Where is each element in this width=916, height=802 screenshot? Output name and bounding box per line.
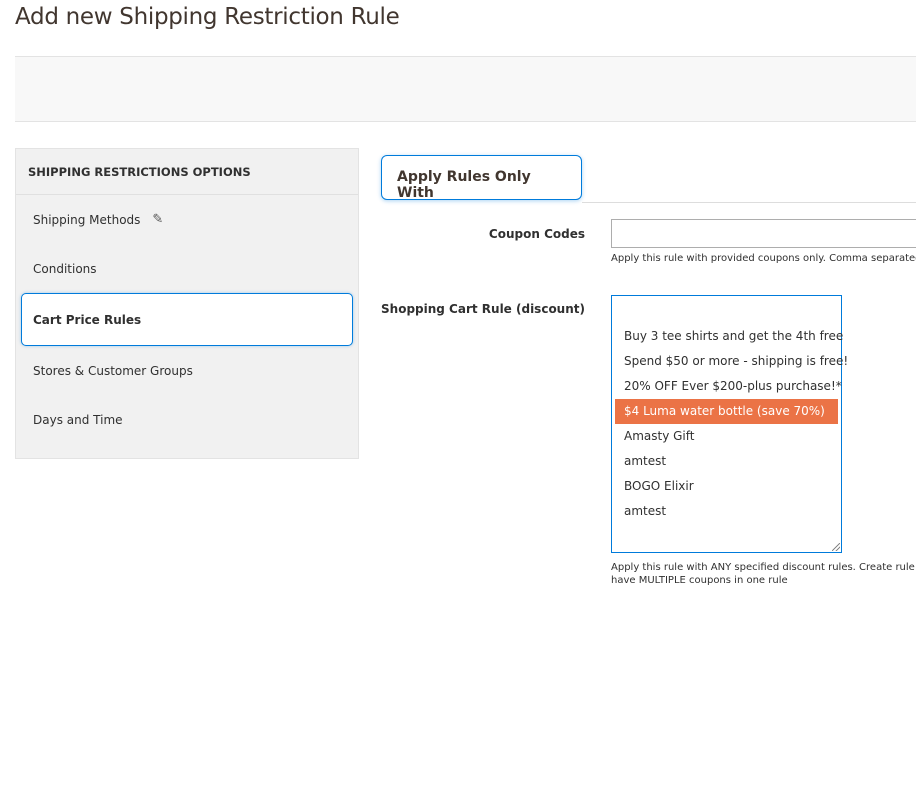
sidebar-item-stores-customer-groups[interactable]: Stores & Customer Groups xyxy=(16,346,358,395)
sidebar-item-label: Cart Price Rules xyxy=(33,312,142,327)
note-line: have MULTIPLE coupons in one rule xyxy=(611,575,788,586)
shopping-cart-rule-note: Apply this rule with ANY specified disco… xyxy=(611,561,916,587)
pencil-icon: ✎ xyxy=(152,212,164,227)
page-actions-bar xyxy=(15,56,916,122)
tab-apply-rules-only-with[interactable]: Apply Rules Only With xyxy=(381,155,582,201)
select-option[interactable]: BOGO Elixir xyxy=(624,479,694,493)
sidebar-item-label: Shipping Methods xyxy=(33,212,141,227)
select-option[interactable]: amtest xyxy=(624,454,667,468)
select-option[interactable]: Amasty Gift xyxy=(624,429,695,443)
select-option[interactable]: $4 Luma water bottle (save 70%) xyxy=(615,399,838,424)
sidebar-item-label: Days and Time xyxy=(33,412,123,427)
tab-divider xyxy=(582,202,916,203)
resize-handle[interactable] xyxy=(832,543,840,551)
sidebar-item-cart-price-rules[interactable]: Cart Price Rules xyxy=(21,293,353,346)
sidebar-item-label: Stores & Customer Groups xyxy=(33,363,193,378)
shopping-cart-rule-multiselect[interactable]: Buy 3 tee shirts and get the 4th free Spe… xyxy=(611,295,849,553)
coupon-codes-note: Apply this rule with provided coupons on… xyxy=(611,253,916,264)
coupon-codes-label: Coupon Codes xyxy=(488,227,585,241)
select-option[interactable]: amtest xyxy=(624,504,667,518)
page-title: Add new Shipping Restriction Rule xyxy=(15,4,400,30)
note-line: Apply this rule with ANY specified disco… xyxy=(611,562,916,573)
select-option[interactable]: Spend $50 or more - shipping is free! xyxy=(624,354,849,368)
select-option[interactable]: 20% OFF Ever $200-plus purchase!* xyxy=(624,379,842,393)
coupon-codes-input[interactable] xyxy=(611,219,916,248)
sidebar-item-days-and-time[interactable]: Days and Time xyxy=(16,395,358,444)
sidebar-item-shipping-methods[interactable]: Shipping Methods ✎ xyxy=(16,195,358,244)
shopping-cart-rule-label: Shopping Cart Rule (discount) xyxy=(381,302,585,316)
sidebar-item-label: Conditions xyxy=(33,261,97,276)
sidebar-item-conditions[interactable]: Conditions xyxy=(16,244,358,293)
select-option[interactable]: Buy 3 tee shirts and get the 4th free xyxy=(624,329,844,343)
sidebar-heading: SHIPPING RESTRICTIONS OPTIONS xyxy=(16,149,358,195)
sidebar: SHIPPING RESTRICTIONS OPTIONS Shipping M… xyxy=(15,148,359,459)
